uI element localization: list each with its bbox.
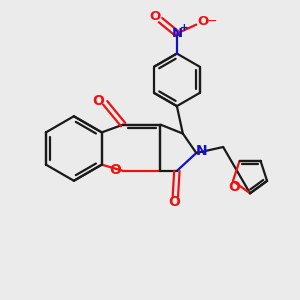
Text: O: O <box>109 163 121 177</box>
Text: O: O <box>229 181 240 194</box>
Text: O: O <box>149 10 161 23</box>
Text: O: O <box>168 195 180 209</box>
Text: +: + <box>180 22 189 33</box>
Text: O: O <box>197 15 208 28</box>
Text: −: − <box>207 15 217 28</box>
Text: O: O <box>93 94 105 108</box>
Text: N: N <box>172 27 183 40</box>
Text: N: N <box>196 145 208 158</box>
